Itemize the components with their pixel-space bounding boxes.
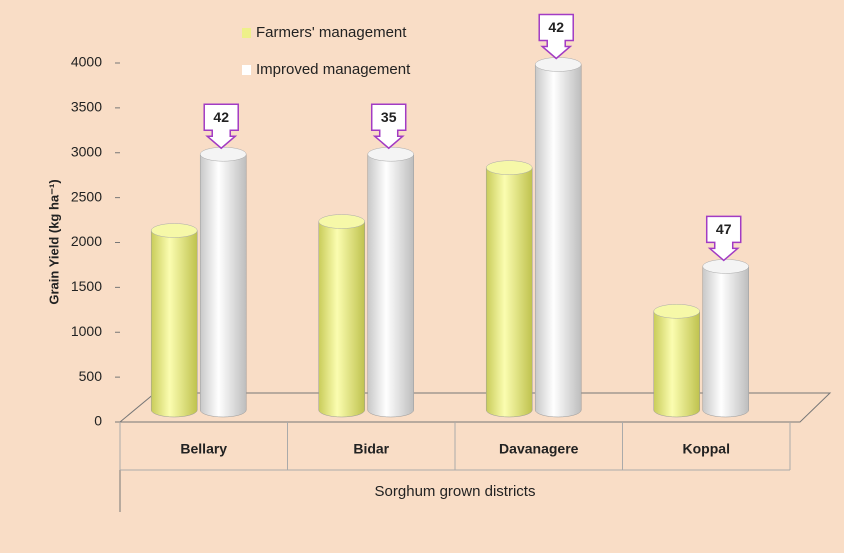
y-tick-label: 1000 bbox=[71, 323, 102, 339]
x-tick-label: Bellary bbox=[180, 441, 227, 457]
y-tick-label: 2000 bbox=[71, 233, 102, 249]
callout-box bbox=[538, 13, 574, 60]
y-tick-label: 3500 bbox=[71, 99, 102, 115]
bar-top bbox=[367, 146, 414, 162]
callout-label: 42 bbox=[213, 109, 229, 125]
x-tick-label: Koppal bbox=[683, 441, 730, 457]
bar-top bbox=[485, 160, 533, 175]
bar bbox=[150, 230, 198, 418]
x-tick-label: Davanagere bbox=[499, 441, 579, 457]
bar bbox=[653, 311, 700, 418]
legend-label: Farmers' management bbox=[256, 24, 407, 41]
bar-top bbox=[150, 223, 198, 238]
y-tick-label: 2500 bbox=[71, 188, 102, 204]
legend-label: Improved management bbox=[256, 61, 411, 78]
legend-swatch bbox=[242, 65, 251, 75]
legend-swatch bbox=[242, 28, 251, 38]
y-axis-label: Grain Yield (kg ha⁻¹) bbox=[46, 179, 61, 304]
y-tick-label: 3000 bbox=[71, 143, 102, 159]
bar bbox=[318, 221, 365, 418]
bar bbox=[702, 266, 749, 418]
bar bbox=[485, 167, 533, 418]
bar bbox=[534, 64, 582, 418]
bar bbox=[367, 153, 414, 418]
bar-top bbox=[702, 259, 749, 274]
callout-label: 42 bbox=[548, 19, 564, 35]
callout-box bbox=[370, 103, 407, 150]
y-tick-label: 0 bbox=[94, 413, 102, 429]
y-tick-label: 4000 bbox=[71, 54, 102, 70]
x-axis-label: Sorghum grown districts bbox=[375, 483, 536, 500]
y-tick-label: 1500 bbox=[71, 278, 102, 294]
y-tick-label: 500 bbox=[79, 368, 103, 384]
bar-top bbox=[318, 214, 365, 229]
callout-label: 35 bbox=[381, 109, 397, 125]
callout-label: 47 bbox=[716, 221, 732, 237]
callout-box bbox=[705, 215, 742, 262]
bar bbox=[199, 153, 247, 418]
floor bbox=[118, 392, 832, 423]
bar-top bbox=[534, 57, 582, 72]
bar-top bbox=[199, 146, 247, 162]
bar-top bbox=[653, 304, 700, 319]
x-tick-label: Bidar bbox=[353, 441, 389, 457]
callout-box bbox=[203, 103, 239, 150]
